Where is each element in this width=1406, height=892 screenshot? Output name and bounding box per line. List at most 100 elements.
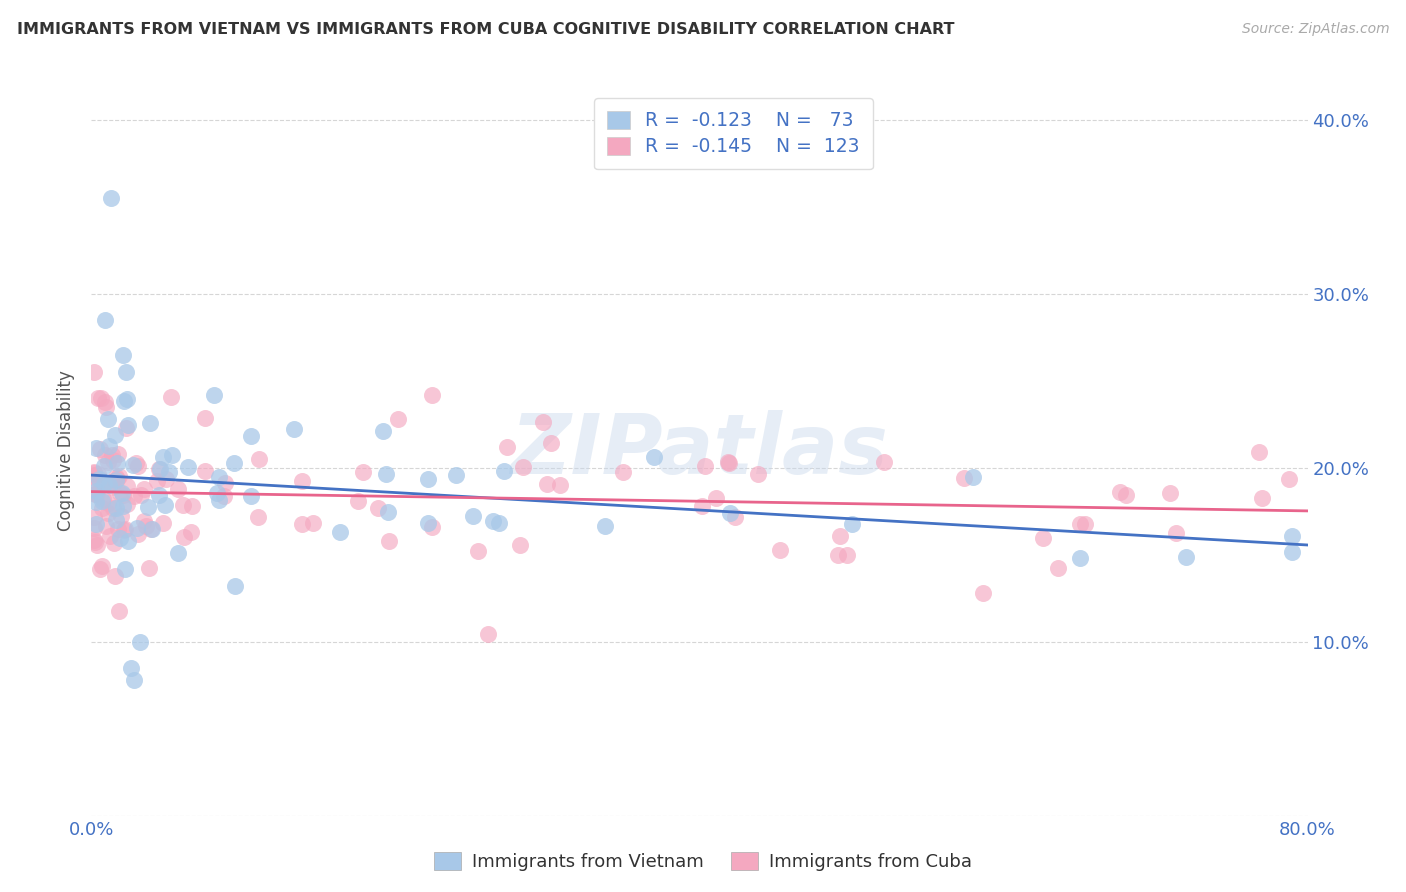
Point: [643, 450, 665, 464]
Point: [718, 506, 741, 520]
Point: [488, 516, 510, 530]
Point: [115, 479, 138, 493]
Point: [97, 478, 120, 492]
Point: [212, 489, 235, 503]
Point: [1032, 531, 1054, 545]
Point: [1046, 560, 1069, 574]
Point: [377, 505, 399, 519]
Point: [131, 488, 153, 502]
Point: [291, 474, 314, 488]
Point: [115, 365, 138, 379]
Text: ZIPatlas: ZIPatlas: [510, 410, 889, 491]
Point: [104, 475, 127, 489]
Point: [86, 537, 108, 551]
Point: [112, 348, 135, 362]
Point: [747, 467, 769, 481]
Point: [94, 313, 117, 327]
Point: [1074, 517, 1097, 532]
Point: [208, 492, 231, 507]
Point: [962, 470, 984, 484]
Point: [84, 442, 107, 456]
Point: [247, 510, 270, 524]
Point: [132, 482, 155, 496]
Point: [83, 470, 105, 484]
Point: [101, 452, 124, 467]
Point: [536, 477, 558, 491]
Point: [367, 500, 389, 515]
Point: [86, 476, 108, 491]
Point: [172, 498, 194, 512]
Point: [239, 489, 262, 503]
Point: [194, 464, 217, 478]
Point: [91, 559, 114, 574]
Point: [329, 524, 352, 539]
Point: [83, 509, 105, 524]
Point: [467, 543, 489, 558]
Point: [114, 522, 136, 536]
Point: [108, 604, 131, 618]
Point: [247, 451, 270, 466]
Point: [84, 494, 107, 508]
Text: Source: ZipAtlas.com: Source: ZipAtlas.com: [1241, 22, 1389, 37]
Point: [114, 420, 136, 434]
Point: [125, 456, 148, 470]
Point: [117, 418, 139, 433]
Point: [87, 467, 110, 482]
Point: [207, 485, 229, 500]
Point: [1281, 545, 1303, 559]
Point: [135, 518, 157, 533]
Point: [89, 562, 111, 576]
Point: [105, 470, 128, 484]
Point: [496, 441, 519, 455]
Point: [139, 417, 162, 431]
Point: [717, 456, 740, 470]
Point: [1108, 485, 1130, 500]
Point: [87, 391, 110, 405]
Point: [828, 529, 851, 543]
Point: [841, 516, 863, 531]
Point: [167, 546, 190, 560]
Point: [548, 478, 571, 492]
Point: [972, 585, 994, 599]
Point: [1278, 472, 1301, 486]
Point: [704, 491, 727, 505]
Point: [98, 439, 121, 453]
Point: [1115, 488, 1137, 502]
Point: [477, 627, 499, 641]
Point: [87, 471, 110, 485]
Point: [155, 498, 177, 512]
Point: [91, 494, 114, 508]
Point: [83, 467, 105, 482]
Point: [593, 519, 616, 533]
Point: [769, 542, 792, 557]
Point: [97, 411, 120, 425]
Point: [127, 459, 149, 474]
Point: [837, 548, 859, 562]
Point: [105, 513, 128, 527]
Point: [101, 480, 124, 494]
Point: [97, 506, 120, 520]
Point: [127, 527, 149, 541]
Point: [1159, 485, 1181, 500]
Point: [83, 533, 105, 547]
Point: [84, 517, 107, 532]
Point: [84, 535, 107, 549]
Point: [120, 661, 142, 675]
Point: [512, 460, 534, 475]
Legend: Immigrants from Vietnam, Immigrants from Cuba: Immigrants from Vietnam, Immigrants from…: [427, 846, 979, 879]
Point: [83, 365, 105, 379]
Y-axis label: Cognitive Disability: Cognitive Disability: [58, 370, 76, 531]
Point: [111, 488, 134, 502]
Point: [173, 530, 195, 544]
Point: [387, 412, 409, 426]
Point: [155, 472, 177, 486]
Point: [141, 522, 163, 536]
Point: [1250, 491, 1272, 506]
Point: [194, 411, 217, 425]
Point: [139, 522, 162, 536]
Point: [132, 515, 155, 529]
Point: [138, 500, 160, 514]
Point: [693, 458, 716, 473]
Point: [93, 477, 115, 491]
Point: [108, 468, 131, 483]
